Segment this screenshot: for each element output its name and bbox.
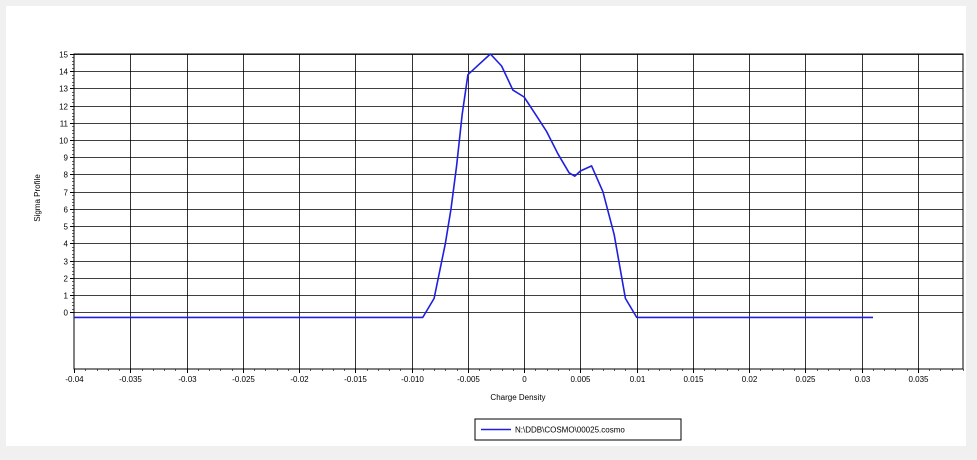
- y-tick-label: 0: [64, 309, 69, 318]
- legend: N:\DDB\COSMO\00025.cosmo: [474, 418, 682, 441]
- x-tick-label: -0.04: [65, 375, 84, 384]
- x-tick-label: 0.005: [570, 375, 591, 384]
- y-tick-label: 5: [64, 223, 69, 232]
- series-line: [74, 53, 873, 319]
- x-tick-label: -0.035: [119, 375, 142, 384]
- y-tick-label: 1: [64, 292, 69, 301]
- legend-label: N:\DDB\COSMO\00025.cosmo: [515, 426, 625, 435]
- y-tick-label: 8: [64, 171, 69, 180]
- y-axis-title: Sigma Profile: [33, 174, 42, 222]
- x-tick-label: 0.015: [683, 375, 704, 384]
- x-axis-title: Charge Density: [490, 393, 545, 402]
- x-tick-label: 0.01: [630, 375, 646, 384]
- y-tick-label: 11: [60, 120, 69, 129]
- x-tick-label: 0.03: [855, 375, 871, 384]
- x-tick-label: -0.010: [401, 375, 424, 384]
- y-tick-label: 10: [59, 137, 68, 146]
- y-tick-label: 15: [59, 51, 68, 60]
- y-tick-label: 9: [64, 154, 69, 163]
- y-tick-label: 14: [59, 68, 68, 77]
- y-tick-label: 13: [59, 85, 68, 94]
- x-axis-ticks: -0.04 -0.035 -0.03 -0.025 -0.02 -0.015 -0.010 -…: [65, 369, 964, 384]
- y-tick-label: 12: [59, 103, 68, 112]
- x-tick-label: 0.02: [742, 375, 758, 384]
- y-tick-label: 7: [64, 189, 69, 198]
- y-tick-label: 2: [64, 275, 69, 284]
- y-tick-label: 4: [64, 240, 69, 249]
- y-tick-label: 6: [64, 206, 69, 215]
- x-tick-label: 0.035: [908, 375, 929, 384]
- x-tick-label: -0.025: [232, 375, 255, 384]
- x-tick-label: -0.03: [178, 375, 197, 384]
- grid-lines: [74, 54, 963, 369]
- x-tick-label: 0.025: [795, 375, 816, 384]
- x-tick-label: 0: [522, 375, 527, 384]
- series-layer: [74, 53, 873, 319]
- x-tick-label: -0.02: [290, 375, 309, 384]
- legend-box: [474, 418, 682, 441]
- y-tick-label: 3: [64, 258, 69, 267]
- x-tick-label: -0.005: [457, 375, 480, 384]
- plot-area: [73, 53, 964, 370]
- x-tick-label: -0.015: [344, 375, 367, 384]
